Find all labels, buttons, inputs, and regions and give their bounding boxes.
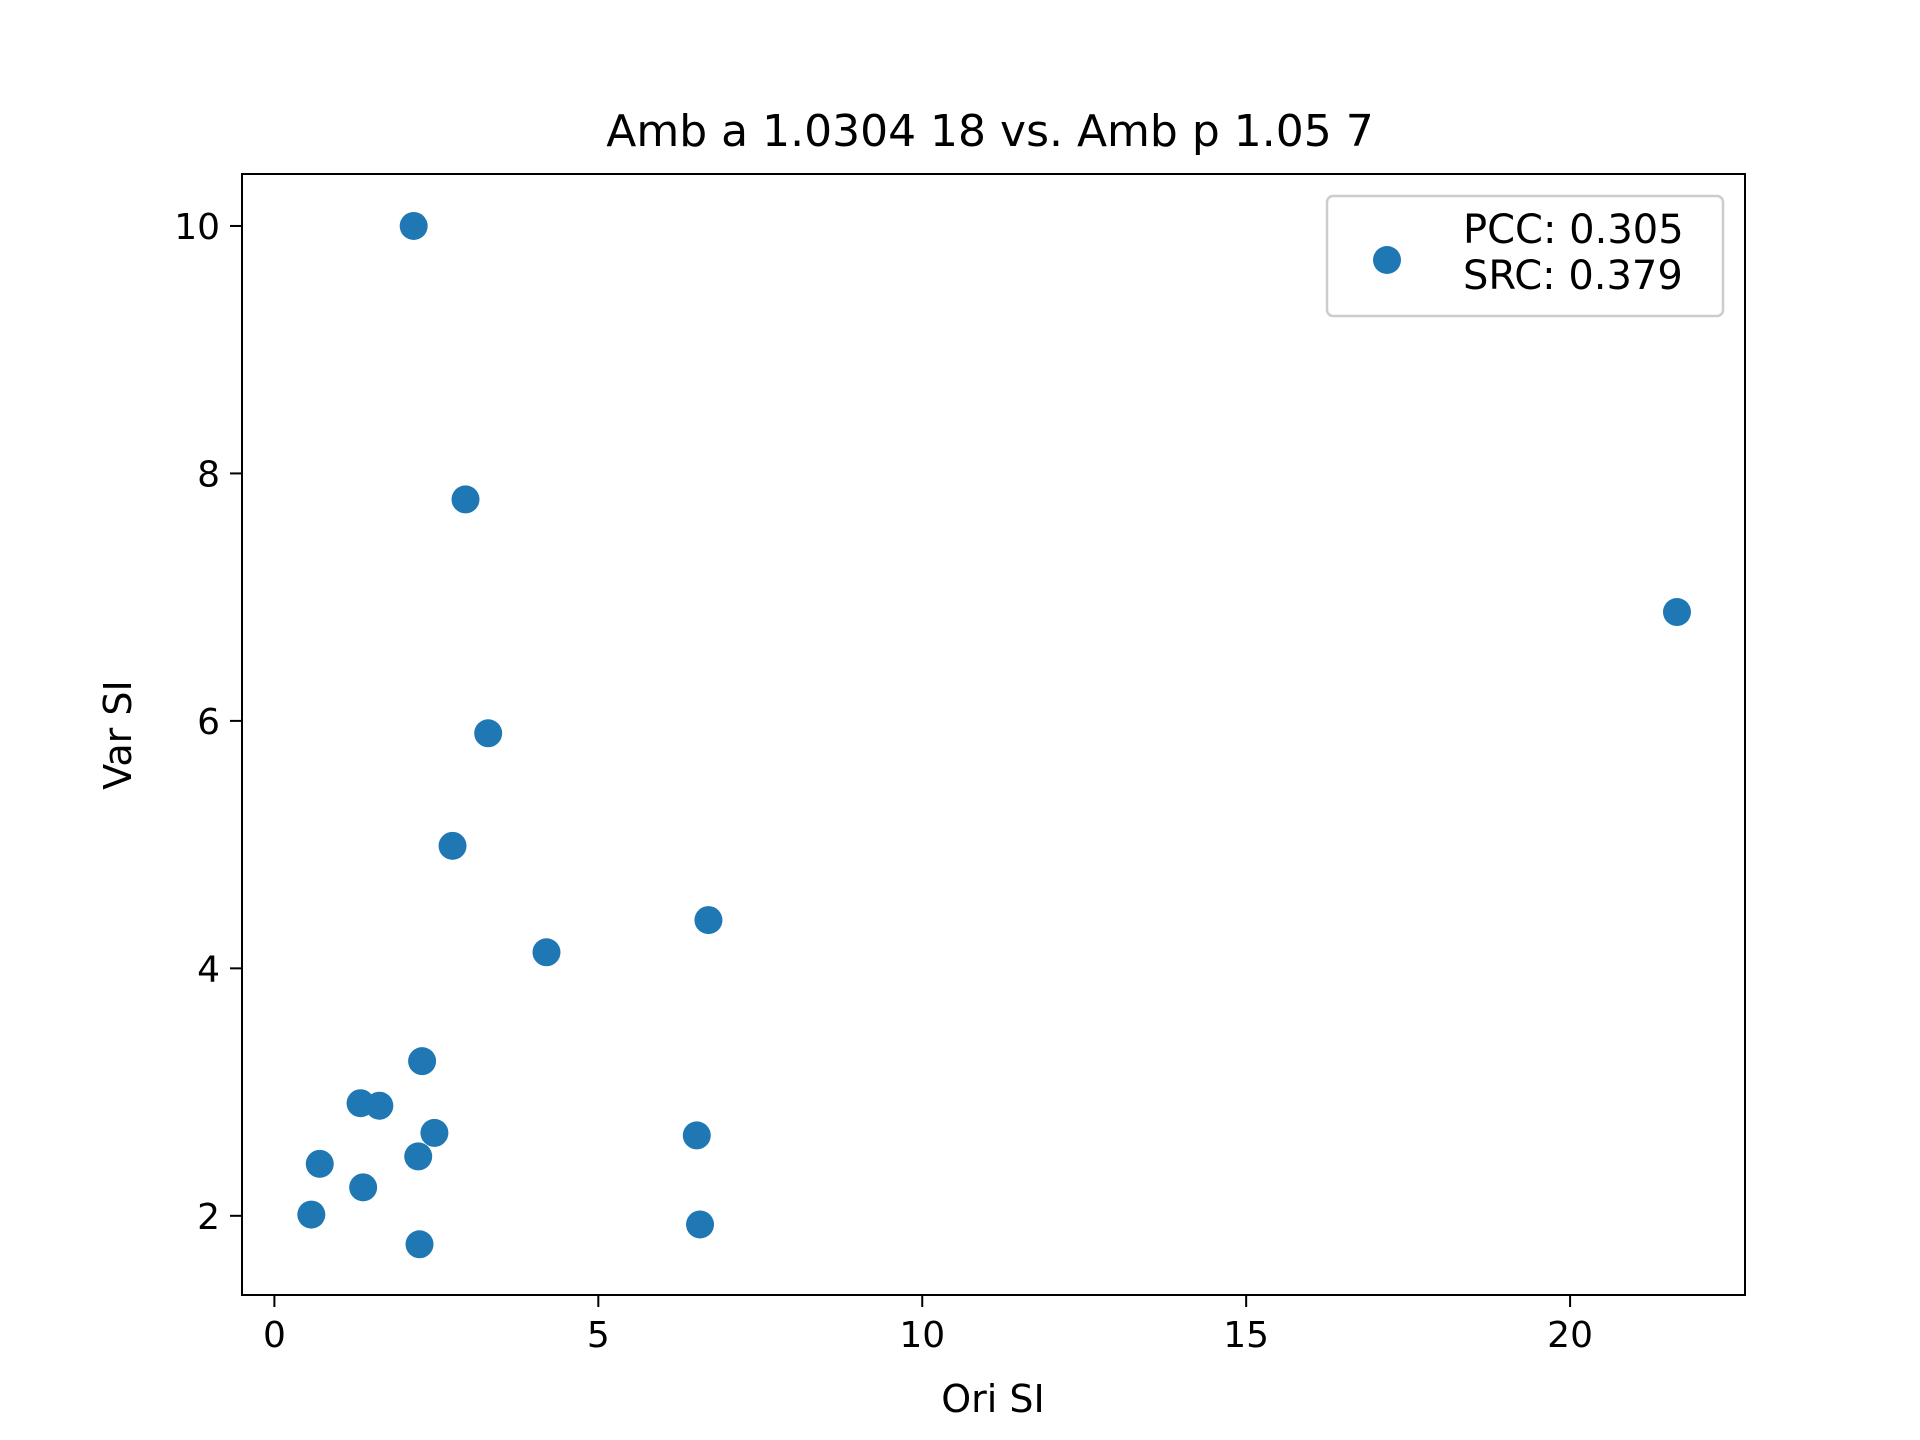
scatter-point: [365, 1091, 394, 1120]
scatter-point: [405, 1230, 434, 1259]
y-axis-ticks: 2 4 6 8 10: [174, 207, 242, 1238]
scatter-point: [451, 485, 480, 514]
legend-box: [1325, 194, 1725, 318]
y-tick-label: 8: [197, 454, 220, 495]
scatter-point: [694, 906, 723, 935]
legend-label-src: SRC: 0.379: [1463, 253, 1683, 299]
x-axis-label: Ori SI: [941, 1377, 1045, 1421]
axes-frame: [241, 173, 1746, 1296]
scatter-point: [474, 719, 503, 748]
scatter-point: [349, 1173, 378, 1202]
legend-label-pcc: PCC: 0.305: [1463, 207, 1684, 253]
y-tick-label: 2: [197, 1197, 220, 1238]
scatter-point: [404, 1142, 433, 1171]
y-tick-label: 6: [197, 702, 220, 743]
scatter-point: [305, 1149, 334, 1178]
scatter-point: [408, 1047, 437, 1076]
scatter-point: [682, 1121, 711, 1150]
y-axis-label: Var SI: [96, 680, 140, 789]
scatter-point: [686, 1210, 715, 1239]
y-tick-label: 10: [174, 207, 220, 248]
plot-area: [297, 211, 1691, 1259]
scatter-point: [297, 1200, 326, 1229]
scatter-point: [399, 211, 428, 240]
legend: PCC: 0.305 SRC: 0.379: [1325, 194, 1725, 318]
scatter-point: [1662, 598, 1691, 627]
x-tick-label: 15: [1223, 1315, 1269, 1356]
x-tick-label: 5: [587, 1315, 610, 1356]
chart-title: Amb a 1.0304 18 vs. Amb p 1.05 7: [606, 106, 1373, 157]
x-tick-label: 10: [899, 1315, 945, 1356]
y-tick-label: 4: [197, 949, 220, 990]
scatter-point: [438, 831, 467, 860]
x-tick-label: 20: [1547, 1315, 1593, 1356]
scatter-point: [420, 1118, 449, 1147]
scatter-point: [532, 938, 561, 967]
x-tick-label: 0: [263, 1315, 286, 1356]
legend-marker: [1373, 246, 1401, 274]
x-axis-ticks: 0 5 10 15 20: [263, 1295, 1593, 1356]
